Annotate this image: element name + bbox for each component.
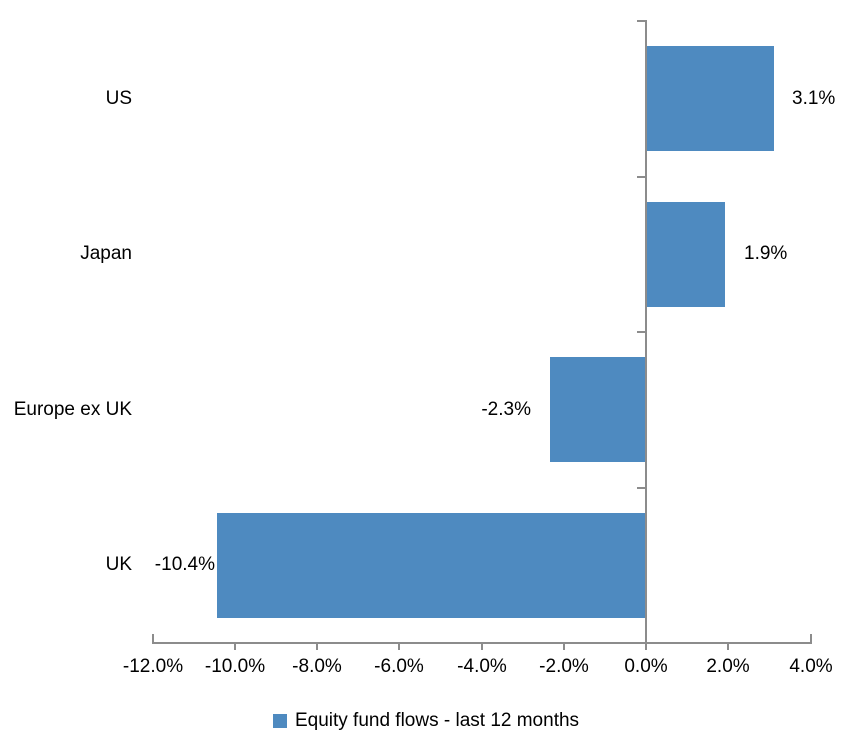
y-tick-europe-ex-uk [637, 331, 645, 333]
x-tick-0 [152, 634, 154, 642]
legend-label: Equity fund flows - last 12 months [294, 710, 580, 731]
x-axis-line [151, 642, 812, 644]
x-tick-label-6: 0.0% [624, 656, 668, 677]
y-tick-us [637, 20, 645, 22]
x-tick-8 [810, 634, 812, 642]
legend: Equity fund flows - last 12 months [0, 710, 852, 732]
category-label-uk: UK [105, 554, 132, 575]
x-tick-1 [234, 644, 236, 650]
value-label-us: 3.1% [792, 88, 836, 109]
bar-japan [647, 202, 725, 307]
value-label-japan: 1.9% [744, 243, 788, 264]
x-tick-label-1: -10.0% [204, 656, 266, 677]
y-axis-line [645, 20, 647, 650]
bar-us [647, 46, 774, 151]
value-label-europe-ex-uk: -2.3% [481, 399, 531, 420]
x-tick-label-2: -8.0% [292, 656, 342, 677]
category-label-europe-ex-uk: Europe ex UK [13, 399, 132, 420]
bar-europe-ex-uk [550, 357, 645, 462]
x-tick-label-7: 2.0% [706, 656, 750, 677]
bar-uk [217, 513, 645, 618]
x-tick-7 [727, 644, 729, 650]
x-tick-3 [398, 644, 400, 650]
y-tick-uk [637, 487, 645, 489]
category-label-japan: Japan [80, 243, 132, 264]
category-label-us: US [105, 88, 132, 109]
x-tick-label-4: -4.0% [457, 656, 507, 677]
x-tick-label-3: -6.0% [374, 656, 424, 677]
x-tick-label-5: -2.0% [539, 656, 589, 677]
x-tick-2 [316, 644, 318, 650]
value-label-uk: -10.4% [154, 554, 215, 575]
x-tick-4 [481, 644, 483, 650]
legend-swatch [272, 714, 287, 728]
x-tick-label-8: 4.0% [789, 656, 833, 677]
x-tick-label-0: -12.0% [122, 656, 184, 677]
x-tick-5 [563, 644, 565, 650]
y-tick-japan [637, 176, 645, 178]
